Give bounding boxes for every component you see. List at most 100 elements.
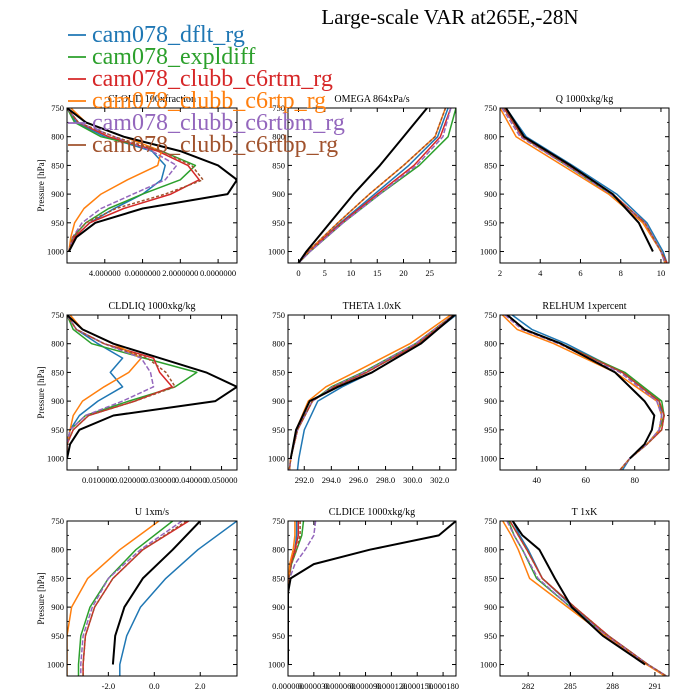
x-tick-label: 288 — [606, 681, 619, 691]
series-line-6 — [67, 315, 176, 459]
y-tick-label: 950 — [51, 218, 64, 228]
x-tick-label: 0.0000000 — [200, 268, 236, 278]
x-tick-label: 4 — [538, 268, 543, 278]
series-group — [500, 108, 668, 263]
x-tick-label: 8 — [619, 268, 623, 278]
x-tick-label: 0.0 — [149, 681, 160, 691]
series-group — [502, 521, 667, 676]
x-tick-label: 25 — [426, 268, 435, 278]
series-line-2 — [67, 108, 197, 252]
series-line-reference — [505, 108, 654, 252]
y-tick-label: 750 — [484, 516, 497, 526]
series-group — [67, 521, 237, 676]
series-line-reference — [297, 108, 428, 263]
y-tick-label: 900 — [51, 189, 64, 199]
series-line-2 — [503, 108, 666, 263]
series-line-6 — [297, 108, 447, 263]
y-tick-label: 950 — [484, 631, 497, 641]
series-line-1 — [296, 315, 456, 470]
panel-4: 750 800 850 900 950 1000 292.0 294.0 296.0 298.0 3… — [268, 301, 457, 485]
panel-title: RELHUM 1xpercent — [542, 301, 626, 312]
y-tick-label: 1000 — [480, 454, 497, 464]
x-tick-label: 0.030000 — [144, 475, 176, 485]
y-tick-label: 900 — [272, 396, 285, 406]
x-tick-label: 294.0 — [322, 475, 341, 485]
x-tick-label: 0.000030 — [298, 681, 330, 691]
x-tick-label: 6 — [578, 268, 582, 278]
x-tick-label: 20 — [399, 268, 408, 278]
plot-frame — [66, 107, 238, 264]
series-line-reference — [506, 315, 656, 460]
x-tick-label: 0.000120 — [375, 681, 407, 691]
panel-title: THETA 1.0xK — [343, 301, 402, 312]
plot-frame — [66, 314, 238, 471]
series-line-5 — [288, 315, 454, 470]
x-tick-label: 300.0 — [403, 475, 422, 485]
y-tick-label: 800 — [272, 545, 285, 555]
y-tick-label: 950 — [484, 425, 497, 435]
y-tick-label: 1000 — [47, 660, 64, 670]
x-tick-label: 10 — [347, 268, 356, 278]
x-tick-label: 2 — [498, 268, 502, 278]
series-line-reference — [288, 521, 456, 665]
x-tick-label: 282 — [522, 681, 535, 691]
series-group — [501, 315, 665, 470]
y-tick-label: 900 — [484, 189, 497, 199]
series-line-reference — [67, 108, 237, 252]
x-tick-label: 296.0 — [349, 475, 368, 485]
series-line-5 — [67, 315, 155, 459]
series-line-3 — [82, 521, 190, 676]
y-tick-label: 800 — [51, 339, 64, 349]
x-tick-label: 0.0000000 — [124, 268, 160, 278]
series-line-5 — [67, 108, 178, 252]
series-line-4 — [501, 315, 663, 470]
x-tick-label: -2.0 — [102, 681, 115, 691]
x-tick-label: 60 — [581, 475, 590, 485]
series-line-6 — [503, 108, 668, 263]
series-line-4 — [67, 315, 142, 459]
legend-entry: cam078_expldiff — [92, 44, 256, 70]
plot-frame — [499, 520, 670, 677]
x-tick-label: 0.050000 — [206, 475, 238, 485]
y-tick-label: 1000 — [47, 247, 64, 257]
y-axis-label: Pressure [hPa] — [36, 159, 46, 211]
x-tick-label: 0.020000 — [113, 475, 145, 485]
series-line-1 — [505, 108, 668, 263]
x-tick-label: 0.040000 — [175, 475, 207, 485]
x-tick-label: 0.000090 — [350, 681, 382, 691]
x-tick-label: 2.0000000 — [162, 268, 198, 278]
y-tick-label: 800 — [272, 132, 285, 142]
x-tick-label: 298.0 — [376, 475, 395, 485]
series-line-reference — [67, 315, 237, 459]
y-tick-label: 750 — [484, 310, 497, 320]
plot-frame — [287, 107, 457, 264]
x-tick-label: 0.010000 — [82, 475, 114, 485]
plot-frame — [287, 314, 457, 471]
x-tick-label: 40 — [532, 475, 541, 485]
y-tick-label: 1000 — [268, 660, 285, 670]
y-tick-label: 900 — [272, 189, 285, 199]
legend-entry: cam078_clubb_c6rtm_rg — [92, 66, 333, 92]
y-tick-label: 900 — [484, 396, 497, 406]
series-line-3 — [503, 108, 668, 263]
series-group — [67, 315, 237, 459]
plot-frame — [499, 314, 670, 471]
x-tick-label: 292.0 — [295, 475, 314, 485]
x-tick-label: 10 — [657, 268, 666, 278]
y-tick-label: 750 — [51, 516, 64, 526]
series-line-1 — [119, 521, 237, 676]
panel-title: U 1xm/s — [135, 507, 169, 518]
series-line-5 — [504, 315, 663, 470]
y-tick-label: 950 — [484, 218, 497, 228]
plot-frame — [66, 520, 238, 677]
y-tick-label: 1000 — [268, 247, 285, 257]
x-tick-label: 285 — [564, 681, 577, 691]
series-group — [288, 521, 456, 665]
y-tick-label: 750 — [51, 310, 64, 320]
y-tick-label: 800 — [484, 132, 497, 142]
series-line-1 — [511, 315, 663, 470]
panel-title: CLDICE 1000xkg/kg — [329, 507, 415, 518]
plot-frame — [499, 107, 670, 264]
